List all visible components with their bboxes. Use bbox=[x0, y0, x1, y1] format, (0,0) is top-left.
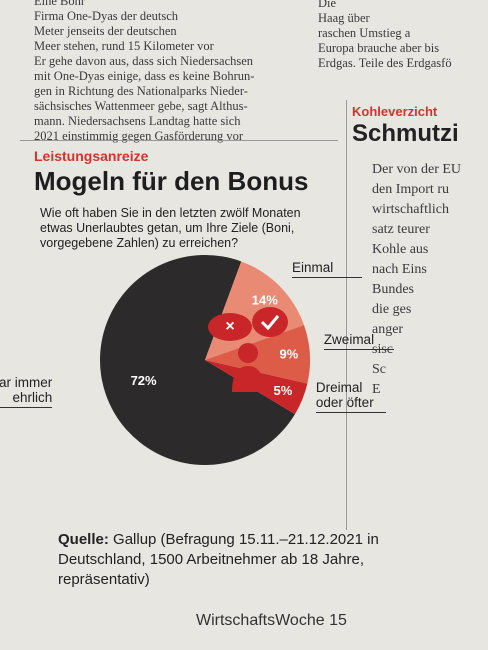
text-line: nach Eins bbox=[372, 262, 427, 277]
category-label-box: Dreimal oder öfter bbox=[315, 380, 386, 413]
text-line: Die bbox=[318, 0, 337, 10]
text-line: Meter jenseits der deutschen bbox=[34, 24, 177, 38]
text-line: mit One-Dyas einige, dass es keine Bohru… bbox=[34, 69, 255, 83]
value-label: 5% bbox=[273, 383, 292, 398]
category-label: Zweimal bbox=[323, 332, 394, 350]
text-line: Firma One-Dyas der deutsch bbox=[34, 9, 179, 23]
value-label: 14% bbox=[252, 292, 278, 307]
text-line: Eine Bohr bbox=[34, 0, 86, 8]
text-line: E bbox=[372, 382, 381, 397]
column-rule bbox=[346, 100, 347, 530]
source-text: Gallup (Befragung 15.11.–21.12.2021 in D… bbox=[58, 531, 379, 588]
chart-kicker: Leistungsanreize bbox=[34, 148, 149, 164]
center-icon: × bbox=[208, 307, 288, 392]
chart-title: Mogeln für den Bonus bbox=[34, 166, 309, 196]
svg-text:×: × bbox=[225, 318, 234, 335]
category-label-box: Zweimal bbox=[323, 332, 394, 350]
text-line: satz teurer bbox=[372, 222, 430, 237]
text-line: raschen Umstieg a bbox=[318, 26, 411, 40]
text-line: 2021 einstimmig gegen Gasförderung vor bbox=[34, 129, 243, 143]
text-line: Der von der EU bbox=[372, 162, 462, 177]
chart-subtitle: Wie oft haben Sie in den letzten zwölf M… bbox=[40, 206, 301, 250]
text-line: sächsisches Wattenmeer gebe, sagt Althus… bbox=[34, 99, 248, 113]
source-label: Quelle: bbox=[58, 531, 109, 548]
text-line: Haag über bbox=[318, 11, 370, 25]
text-line: wirtschaftlich bbox=[372, 202, 449, 217]
text-line: Bundes bbox=[372, 282, 414, 297]
text-line: Kohle aus bbox=[372, 242, 429, 257]
rule bbox=[20, 140, 338, 141]
category-label: Einmal bbox=[292, 260, 363, 279]
text-line: mann. Niedersachsens Landtag hatte sich bbox=[34, 114, 241, 128]
side-title: Schmutzi bbox=[352, 120, 459, 147]
value-label: 72% bbox=[131, 373, 157, 388]
category-label-box: Einmal bbox=[292, 260, 363, 279]
article-left: Eine Bohr Firma One-Dyas der deutsch Meter… bbox=[34, 0, 304, 144]
side-kicker: Kohleverzicht bbox=[352, 104, 438, 119]
text-line: Meer stehen, rund 15 Kilometer vor bbox=[34, 39, 214, 53]
text-line: gen in Richtung des Nationalparks Nieder… bbox=[34, 84, 248, 98]
value-label: 9% bbox=[279, 347, 298, 362]
text-line: Erdgas. Teile des Erdgasfö bbox=[318, 56, 452, 70]
side-text: Der von der EU den Import ru wirtschaftlic… bbox=[372, 160, 488, 400]
pie-slice bbox=[100, 254, 296, 465]
source: Quelle: Gallup (Befragung 15.11.–21.12.2… bbox=[58, 530, 448, 590]
category-label-box: War immer ehrlich bbox=[0, 375, 53, 408]
text-line: Sc bbox=[372, 362, 386, 377]
category-label: Dreimal oder öfter bbox=[315, 380, 386, 413]
article-right: Die Haag über raschen Umstieg a Europa brau… bbox=[318, 0, 488, 71]
text-line: Europa brauche aber bis bbox=[318, 41, 440, 55]
text-line: Er gehe davon aus, dass sich Niedersachs… bbox=[34, 54, 254, 68]
category-label: War immer ehrlich bbox=[0, 375, 53, 408]
text-line: die ges bbox=[372, 302, 412, 317]
text-line: anger bbox=[372, 322, 404, 337]
text-line: den Import ru bbox=[372, 182, 449, 197]
footer: WirtschaftsWoche 15 bbox=[196, 612, 347, 629]
